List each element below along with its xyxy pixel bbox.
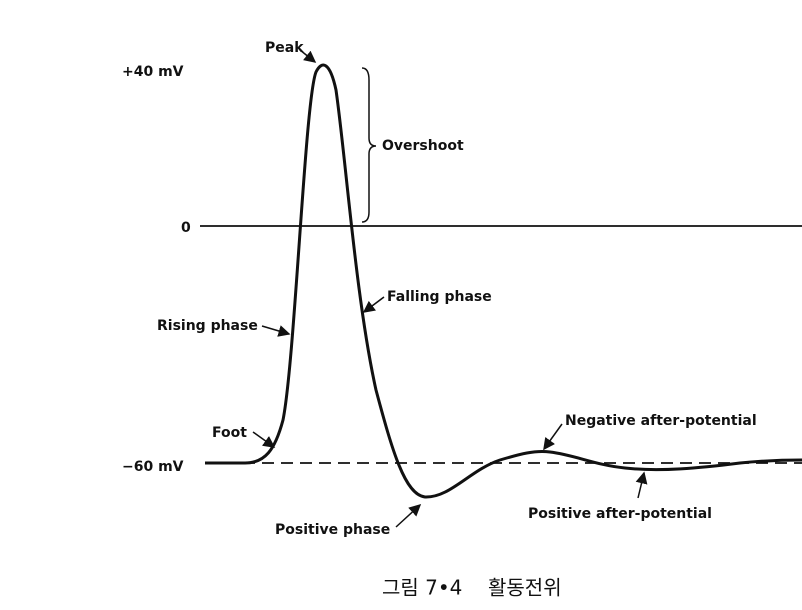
arrow xyxy=(261,325,291,337)
axis-label: 0 xyxy=(181,220,191,236)
caption-number: 그림 7•4 xyxy=(382,576,462,600)
action-potential-curve xyxy=(205,63,802,499)
arrow xyxy=(299,49,317,63)
annotation: Positive after-potential xyxy=(528,506,712,522)
annotation: Overshoot xyxy=(382,138,464,154)
arrow xyxy=(543,423,563,451)
annotation: Rising phase xyxy=(157,318,258,334)
axis-label: −60 mV xyxy=(122,459,184,475)
caption-title: 활동전위 xyxy=(488,576,562,600)
annotation: Peak xyxy=(265,40,304,56)
annotation: Falling phase xyxy=(387,289,492,305)
overshoot-brace xyxy=(361,67,377,223)
annotation: Foot xyxy=(212,425,247,441)
arrow xyxy=(362,296,385,313)
annotation: Negative after-potential xyxy=(565,413,757,429)
annotation: Positive phase xyxy=(275,522,390,538)
arrow xyxy=(252,431,276,448)
arrow xyxy=(635,471,648,499)
arrow xyxy=(395,503,422,528)
axis-label: +40 mV xyxy=(122,64,184,80)
